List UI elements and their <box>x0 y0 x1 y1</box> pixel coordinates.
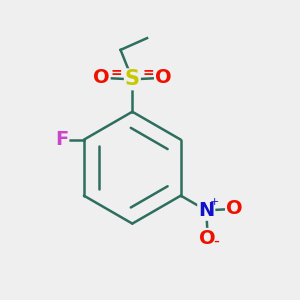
Text: O: O <box>155 68 172 87</box>
Text: O: O <box>93 68 110 87</box>
Text: O: O <box>226 200 243 218</box>
Text: +: + <box>210 197 219 207</box>
Text: -: - <box>214 232 220 250</box>
Text: N: N <box>198 201 214 220</box>
Text: S: S <box>125 69 140 89</box>
Text: F: F <box>55 130 68 149</box>
Text: =: = <box>111 66 122 80</box>
Text: O: O <box>200 229 216 248</box>
Text: =: = <box>142 66 154 80</box>
